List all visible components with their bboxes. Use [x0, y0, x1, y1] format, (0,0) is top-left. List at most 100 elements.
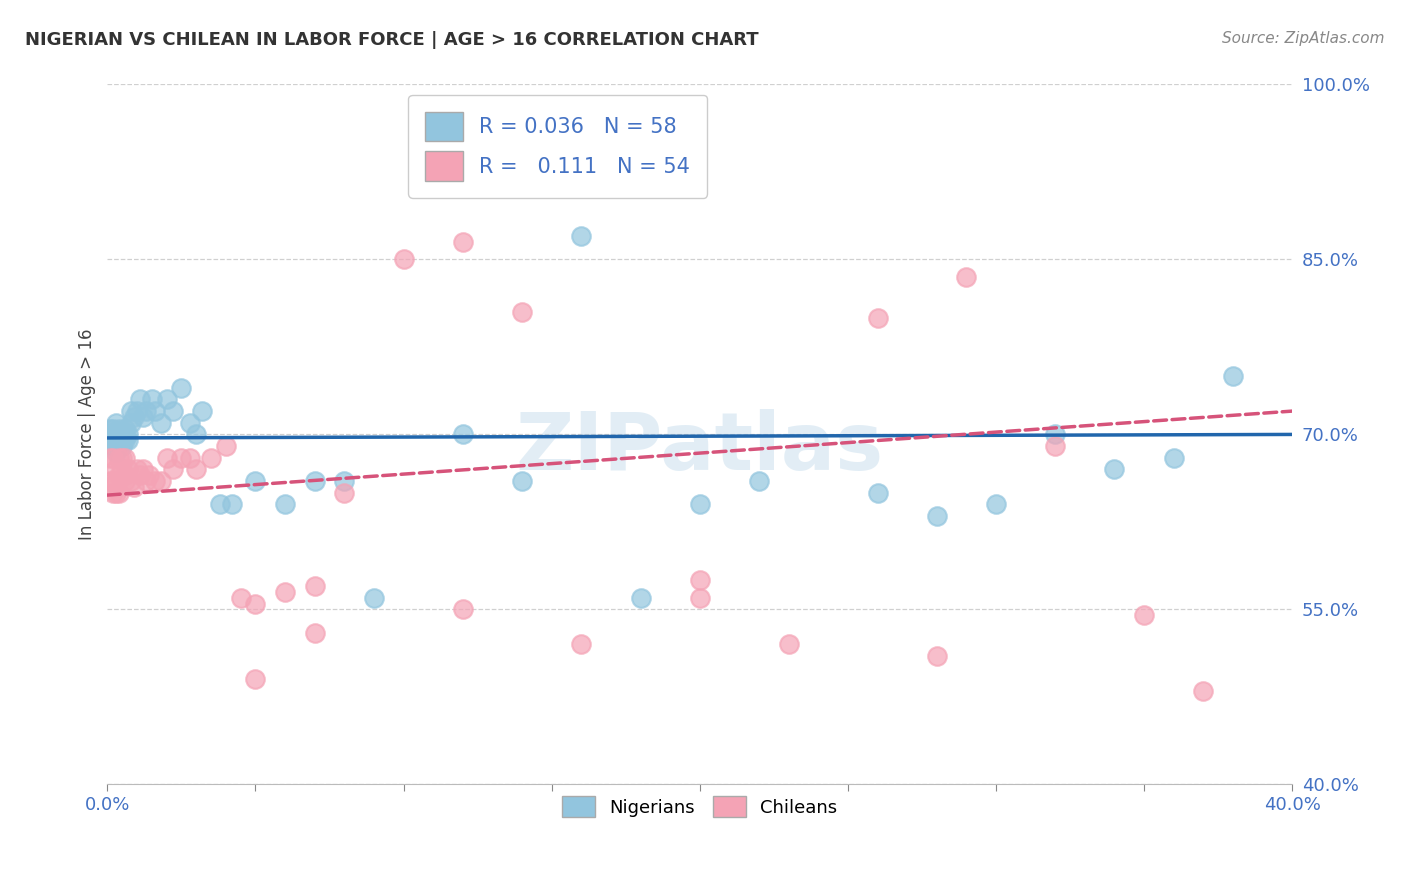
- Point: [1192, 684, 1215, 698]
- Point: [117, 434, 139, 448]
- Point: [1222, 369, 1244, 384]
- Point: [141, 392, 163, 407]
- Point: [191, 404, 214, 418]
- Point: [1104, 462, 1126, 476]
- Legend: Nigerians, Chileans: Nigerians, Chileans: [555, 789, 845, 824]
- Point: [105, 485, 128, 500]
- Point: [363, 591, 385, 605]
- Point: [274, 585, 297, 599]
- Point: [98, 474, 121, 488]
- Point: [925, 509, 948, 524]
- Text: ZIPatlas: ZIPatlas: [516, 409, 884, 487]
- Point: [108, 421, 131, 435]
- Point: [132, 409, 155, 424]
- Point: [105, 416, 128, 430]
- Point: [111, 450, 134, 465]
- Point: [162, 404, 184, 418]
- Point: [120, 404, 142, 418]
- Point: [143, 474, 166, 488]
- Point: [689, 574, 711, 588]
- Point: [451, 602, 474, 616]
- Point: [108, 427, 131, 442]
- Point: [114, 434, 136, 448]
- Point: [98, 427, 121, 442]
- Point: [111, 462, 134, 476]
- Point: [125, 404, 148, 418]
- Point: [1163, 450, 1185, 465]
- Y-axis label: In Labor Force | Age > 16: In Labor Force | Age > 16: [79, 328, 96, 541]
- Point: [1045, 427, 1067, 442]
- Point: [1045, 439, 1067, 453]
- Point: [114, 450, 136, 465]
- Point: [117, 462, 139, 476]
- Point: [105, 474, 128, 488]
- Point: [108, 450, 131, 465]
- Point: [630, 591, 652, 605]
- Point: [333, 485, 356, 500]
- Point: [304, 625, 326, 640]
- Point: [955, 269, 977, 284]
- Point: [114, 427, 136, 442]
- Point: [103, 474, 125, 488]
- Point: [111, 439, 134, 453]
- Point: [304, 579, 326, 593]
- Point: [111, 427, 134, 442]
- Text: NIGERIAN VS CHILEAN IN LABOR FORCE | AGE > 16 CORRELATION CHART: NIGERIAN VS CHILEAN IN LABOR FORCE | AGE…: [25, 31, 759, 49]
- Point: [117, 427, 139, 442]
- Point: [170, 381, 193, 395]
- Point: [274, 498, 297, 512]
- Point: [569, 229, 592, 244]
- Point: [170, 450, 193, 465]
- Point: [138, 468, 160, 483]
- Point: [689, 498, 711, 512]
- Point: [98, 434, 121, 448]
- Point: [245, 597, 267, 611]
- Point: [392, 252, 415, 267]
- Point: [103, 421, 125, 435]
- Point: [179, 416, 201, 430]
- Point: [108, 485, 131, 500]
- Point: [108, 434, 131, 448]
- Point: [114, 474, 136, 488]
- Point: [229, 591, 252, 605]
- Point: [122, 480, 145, 494]
- Point: [105, 462, 128, 476]
- Point: [510, 474, 533, 488]
- Point: [689, 591, 711, 605]
- Point: [135, 474, 157, 488]
- Point: [186, 427, 208, 442]
- Point: [925, 649, 948, 664]
- Point: [866, 485, 889, 500]
- Point: [132, 462, 155, 476]
- Point: [510, 305, 533, 319]
- Point: [122, 409, 145, 424]
- Point: [245, 474, 267, 488]
- Point: [103, 434, 125, 448]
- Point: [200, 450, 222, 465]
- Point: [114, 468, 136, 483]
- Point: [103, 450, 125, 465]
- Point: [108, 468, 131, 483]
- Point: [149, 416, 172, 430]
- Point: [866, 310, 889, 325]
- Point: [186, 462, 208, 476]
- Point: [103, 485, 125, 500]
- Point: [304, 474, 326, 488]
- Point: [125, 462, 148, 476]
- Point: [179, 450, 201, 465]
- Point: [162, 462, 184, 476]
- Point: [129, 468, 152, 483]
- Point: [135, 404, 157, 418]
- Point: [103, 427, 125, 442]
- Point: [120, 416, 142, 430]
- Point: [569, 637, 592, 651]
- Point: [149, 474, 172, 488]
- Point: [748, 474, 770, 488]
- Point: [105, 427, 128, 442]
- Point: [778, 637, 800, 651]
- Text: Source: ZipAtlas.com: Source: ZipAtlas.com: [1222, 31, 1385, 46]
- Point: [111, 434, 134, 448]
- Point: [245, 673, 267, 687]
- Point: [156, 392, 179, 407]
- Point: [451, 427, 474, 442]
